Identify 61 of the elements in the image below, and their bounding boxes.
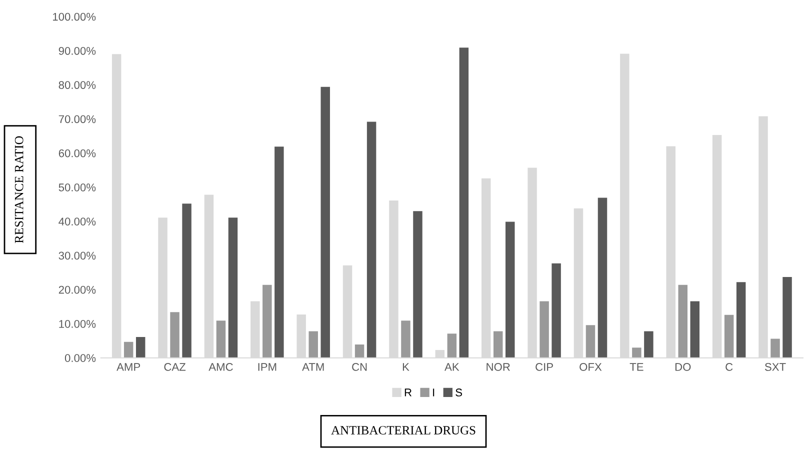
bar <box>724 314 734 358</box>
y-tick-label: 80.00% <box>58 81 96 89</box>
bar <box>447 334 457 358</box>
x-tick-label: OFX <box>580 363 602 371</box>
y-tick-label: 30.00% <box>58 252 96 260</box>
x-tick-label: NOR <box>486 363 510 371</box>
bar <box>366 122 376 358</box>
bar <box>401 320 410 358</box>
y-tick-label: 40.00% <box>58 218 96 226</box>
bar <box>736 282 746 358</box>
bar <box>320 86 330 358</box>
bar <box>459 48 469 358</box>
bar <box>262 284 272 358</box>
bar <box>644 331 654 358</box>
x-tick-label: K <box>402 363 410 371</box>
bar <box>506 222 515 358</box>
x-tick-label: C <box>726 363 733 371</box>
x-tick-label: CIP <box>536 363 553 371</box>
y-tick-label: 90.00% <box>58 46 96 55</box>
bar <box>770 338 780 358</box>
bar <box>493 331 503 358</box>
x-tick-label: DO <box>675 363 691 371</box>
x-tick-label: AMC <box>208 363 233 371</box>
bar <box>274 146 284 358</box>
bar <box>632 348 642 358</box>
x-tick-label: AMP <box>116 363 140 371</box>
x-tick-label: TE <box>630 363 644 371</box>
bar <box>124 342 134 358</box>
y-tick-label: 60.00% <box>58 149 96 158</box>
bar <box>216 320 226 358</box>
y-tick-label: 50.00% <box>58 183 96 192</box>
bar <box>170 312 180 358</box>
bar <box>598 198 608 358</box>
bar <box>690 301 700 358</box>
bar <box>354 344 364 358</box>
bar <box>678 284 688 358</box>
x-tick-label: CAZ <box>164 363 186 371</box>
x-tick-label: ATM <box>302 363 324 371</box>
bar <box>308 331 318 358</box>
legend-label: S <box>456 388 462 396</box>
x-tick-label: AK <box>444 363 460 371</box>
y-tick-label: 100.00% <box>53 12 96 21</box>
bar <box>540 301 549 358</box>
bar <box>228 218 238 358</box>
bar <box>413 211 422 358</box>
y-tick-label: 70.00% <box>58 115 96 124</box>
legend-label: I <box>433 388 434 396</box>
x-tick-label: CN <box>352 363 367 371</box>
y-axis-title: RESITANCE RATIO <box>14 136 24 244</box>
x-axis-title: ANTIBACTERIAL DRUGS <box>331 426 476 434</box>
bar <box>586 325 596 358</box>
legend-label: R <box>404 388 412 396</box>
bar <box>136 337 146 358</box>
y-tick-label: 10.00% <box>59 320 96 328</box>
bar <box>782 276 792 358</box>
y-tick-label: 0.00% <box>64 354 96 362</box>
bar <box>552 263 561 358</box>
x-tick-label: SXT <box>764 363 786 371</box>
x-tick-label: IPM <box>258 363 276 371</box>
y-tick-label: 20.00% <box>58 286 96 294</box>
bar <box>182 204 192 358</box>
